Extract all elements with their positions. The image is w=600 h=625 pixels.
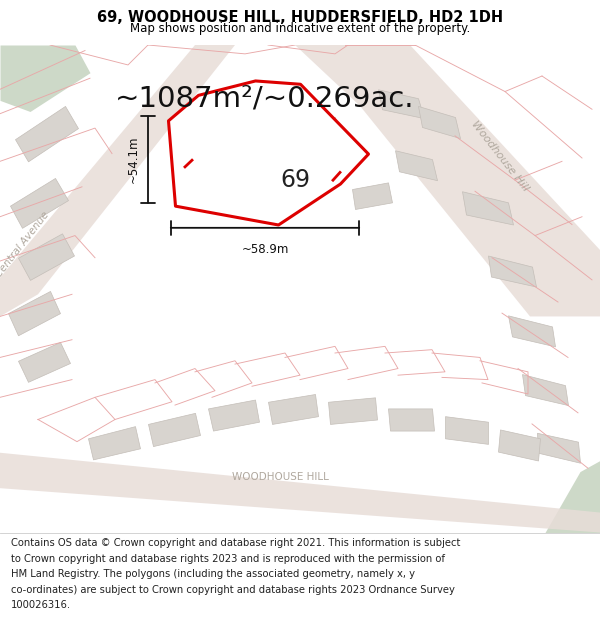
- Text: Woodhouse Hill: Woodhouse Hill: [470, 119, 530, 193]
- Text: co-ordinates) are subject to Crown copyright and database rights 2023 Ordnance S: co-ordinates) are subject to Crown copyr…: [11, 584, 455, 594]
- Text: ~1087m²/~0.269ac.: ~1087m²/~0.269ac.: [115, 84, 415, 112]
- Text: ~58.9m: ~58.9m: [241, 243, 289, 256]
- Text: to Crown copyright and database rights 2023 and is reproduced with the permissio: to Crown copyright and database rights 2…: [11, 554, 445, 564]
- Text: ~54.1m: ~54.1m: [127, 136, 140, 183]
- Text: WOODHOUSE HILL: WOODHOUSE HILL: [232, 472, 328, 482]
- Text: 69: 69: [280, 168, 310, 192]
- Text: HM Land Registry. The polygons (including the associated geometry, namely x, y: HM Land Registry. The polygons (includin…: [11, 569, 415, 579]
- Text: Central Avenue: Central Avenue: [0, 209, 50, 279]
- Text: Contains OS data © Crown copyright and database right 2021. This information is : Contains OS data © Crown copyright and d…: [11, 538, 460, 548]
- Text: Map shows position and indicative extent of the property.: Map shows position and indicative extent…: [130, 22, 470, 35]
- Text: 69, WOODHOUSE HILL, HUDDERSFIELD, HD2 1DH: 69, WOODHOUSE HILL, HUDDERSFIELD, HD2 1D…: [97, 10, 503, 25]
- Text: 100026316.: 100026316.: [11, 600, 71, 610]
